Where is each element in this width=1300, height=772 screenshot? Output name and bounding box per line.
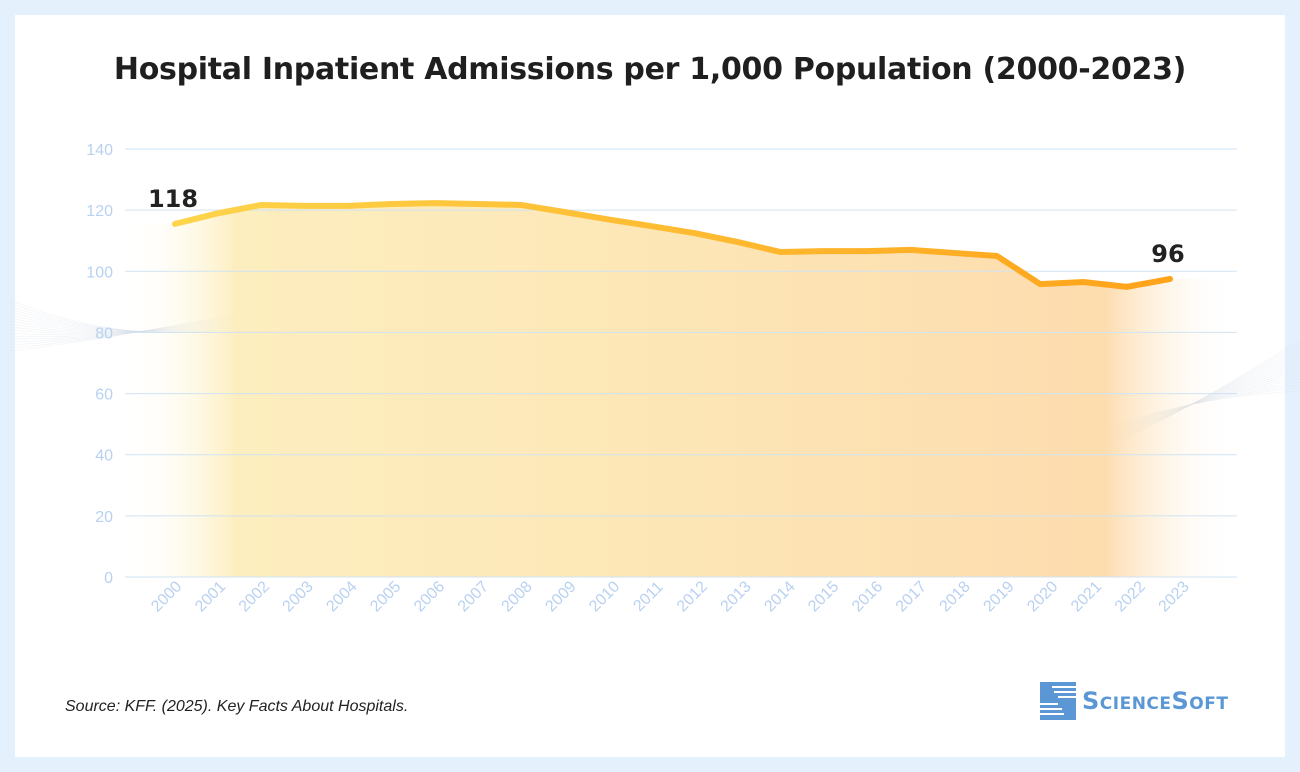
- x-tick-label: 2023: [1156, 578, 1193, 615]
- x-tick-label: 2022: [1112, 578, 1149, 615]
- y-tick-label: 120: [86, 203, 113, 220]
- y-tick-label: 140: [86, 142, 113, 159]
- data-line: [172, 200, 1173, 290]
- y-tick-label: 100: [86, 264, 113, 281]
- x-tick-label: 2017: [893, 578, 930, 615]
- x-tick-label: 2000: [148, 578, 185, 615]
- x-tick-label: 2021: [1068, 578, 1105, 615]
- y-tick-label: 60: [95, 387, 113, 404]
- x-tick-label: 2016: [849, 578, 886, 615]
- x-tick-label: 2012: [674, 578, 711, 615]
- x-tick-label: 2005: [367, 578, 404, 615]
- logo-text: ScienceSoft: [1082, 687, 1229, 715]
- chart-title: Hospital Inpatient Admissions per 1,000 …: [113, 52, 1187, 87]
- source-note: Source: KFF. (2025). Key Facts About Hos…: [65, 698, 409, 715]
- y-tick-label: 0: [104, 570, 113, 587]
- y-tick-label: 80: [95, 325, 113, 342]
- x-tick-label: 2011: [630, 579, 666, 615]
- data-label-2023: 96: [1151, 240, 1184, 268]
- data-label-2000: 118: [148, 185, 198, 213]
- logo-mark-icon: [1040, 682, 1076, 720]
- x-tick-label: 2007: [455, 578, 492, 615]
- x-tick-label: 2001: [192, 578, 229, 615]
- x-tick-label: 2010: [586, 578, 623, 615]
- x-tick-label: 2004: [323, 578, 360, 615]
- y-tick-label: 40: [95, 448, 113, 465]
- x-tick-label: 2020: [1024, 578, 1061, 615]
- area-fill: [125, 203, 1237, 577]
- sciencesoft-logo: ScienceSoft: [1040, 682, 1228, 720]
- x-tick-label: 2002: [236, 578, 273, 615]
- x-tick-label: 2018: [937, 578, 974, 615]
- x-tick-label: 2008: [499, 578, 536, 615]
- x-tick-label: 2015: [805, 578, 842, 615]
- y-tick-label: 20: [95, 509, 113, 526]
- x-tick-label: 2003: [280, 578, 317, 615]
- x-tick-label: 2019: [980, 578, 1017, 615]
- x-tick-label: 2006: [411, 578, 448, 615]
- x-tick-label: 2013: [718, 578, 755, 615]
- x-tick-label: 2014: [761, 578, 798, 615]
- x-tick-label: 2009: [542, 578, 579, 615]
